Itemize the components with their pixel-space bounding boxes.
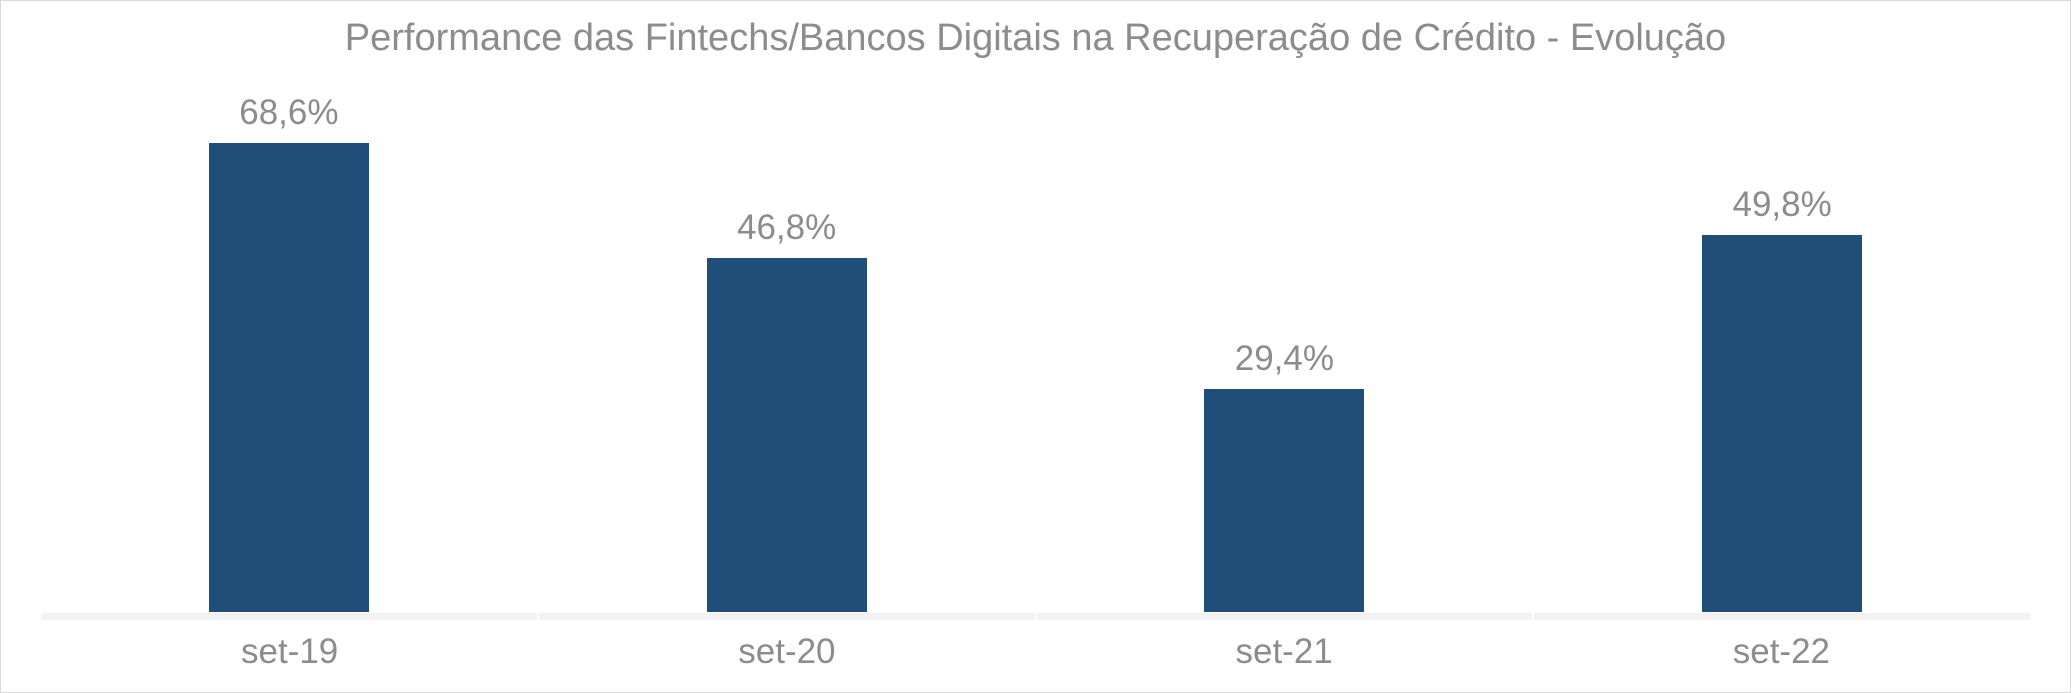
baseline-0 xyxy=(41,613,537,620)
baseline-3 xyxy=(1534,613,2030,620)
data-label-2: 29,4% xyxy=(1235,339,1334,379)
bar-group-0: 68,6% xyxy=(41,93,537,621)
bar-0 xyxy=(209,143,369,613)
baseline-1 xyxy=(539,613,1035,620)
x-tick-2: set-21 xyxy=(1036,632,1533,672)
chart-container: Performance das Fintechs/Bancos Digitais… xyxy=(0,0,2071,693)
bar-1 xyxy=(707,258,867,612)
bar-zone-1: 46,8% xyxy=(539,93,1035,613)
bar-zone-2: 29,4% xyxy=(1037,93,1533,613)
x-axis: set-19 set-20 set-21 set-22 xyxy=(41,632,2030,672)
data-label-3: 49,8% xyxy=(1733,185,1832,225)
bar-group-3: 49,8% xyxy=(1534,93,2030,621)
bar-zone-3: 49,8% xyxy=(1534,93,2030,613)
chart-title: Performance das Fintechs/Bancos Digitais… xyxy=(41,15,2030,63)
data-label-1: 46,8% xyxy=(737,208,836,248)
bar-2 xyxy=(1204,389,1364,612)
x-tick-3: set-22 xyxy=(1533,632,2030,672)
x-tick-0: set-19 xyxy=(41,632,538,672)
x-tick-1: set-20 xyxy=(538,632,1035,672)
data-label-0: 68,6% xyxy=(239,93,338,133)
baseline-2 xyxy=(1037,613,1533,620)
bar-group-1: 46,8% xyxy=(539,93,1035,621)
bar-3 xyxy=(1702,235,1862,612)
plot-area: 68,6% 46,8% 29,4% 49,8% xyxy=(41,93,2030,621)
bar-zone-0: 68,6% xyxy=(41,93,537,613)
bar-group-2: 29,4% xyxy=(1037,93,1533,621)
